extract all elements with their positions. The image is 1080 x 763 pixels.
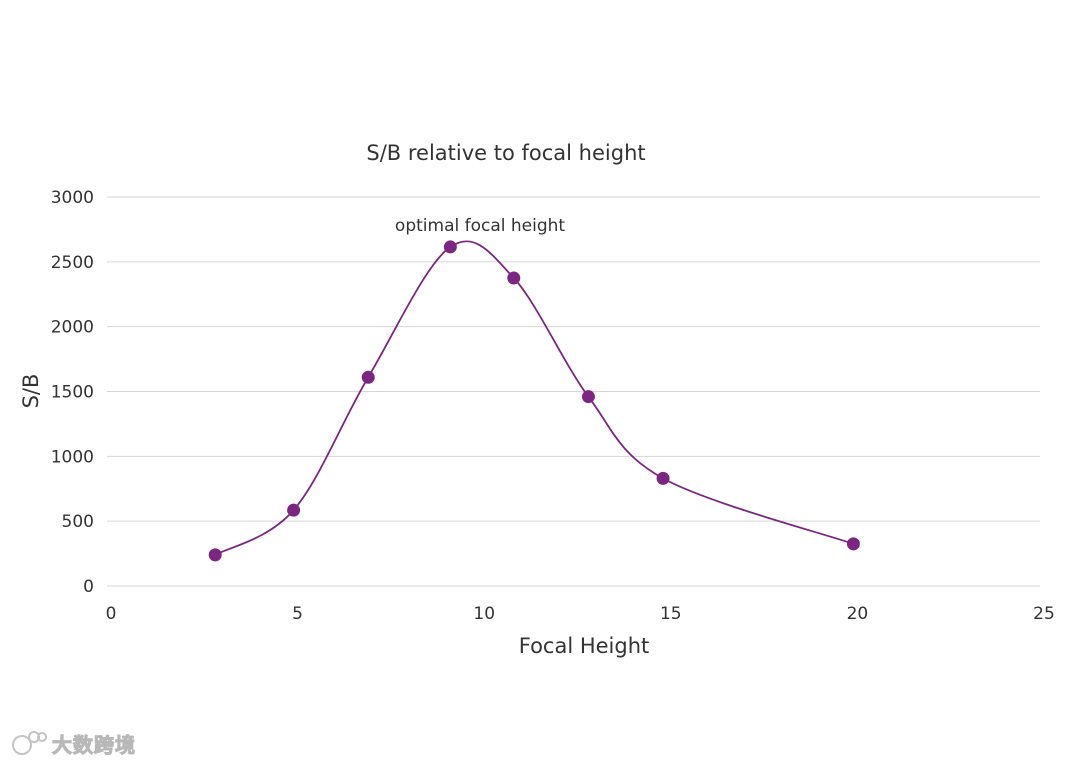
x-tick-labels: 0 5 10 15 20 25 [106,604,1055,624]
y-tick-label: 2000 [51,318,94,338]
y-tick-label: 1500 [51,383,94,403]
y-axis-label: S/B [19,374,43,409]
data-points [208,240,860,562]
data-point-5 [581,390,595,404]
x-tick-label: 10 [473,604,495,624]
x-tick-label: 25 [1033,604,1055,624]
x-tick-label: 0 [106,604,117,624]
y-tick-label: 3000 [51,188,94,208]
x-axis-label: Focal Height [519,634,650,658]
data-point-7 [846,537,860,551]
y-tick-labels: 0 500 1000 1500 2000 2500 3000 [51,188,94,597]
data-point-0 [208,548,222,562]
y-tick-label: 0 [83,577,94,597]
data-point-6 [656,471,670,485]
data-point-4 [507,271,521,285]
y-tick-label: 2500 [51,253,94,273]
x-tick-label: 20 [847,604,869,624]
y-tick-label: 500 [62,512,94,532]
data-point-3 [443,240,457,254]
annotation-optimal-focal-height: optimal focal height [395,216,565,236]
grid-lines [107,196,1040,587]
series-line [214,240,854,556]
watermark: 大数跨境 [10,726,136,760]
x-tick-label: 5 [292,604,303,624]
chart-title: S/B relative to focal height [366,141,645,165]
x-tick-label: 15 [660,604,682,624]
data-point-1 [287,503,301,517]
data-point-2 [361,370,375,384]
watermark-logo-icon [12,731,47,755]
y-tick-label: 1000 [51,447,94,467]
watermark-text: 大数跨境 [52,732,136,757]
